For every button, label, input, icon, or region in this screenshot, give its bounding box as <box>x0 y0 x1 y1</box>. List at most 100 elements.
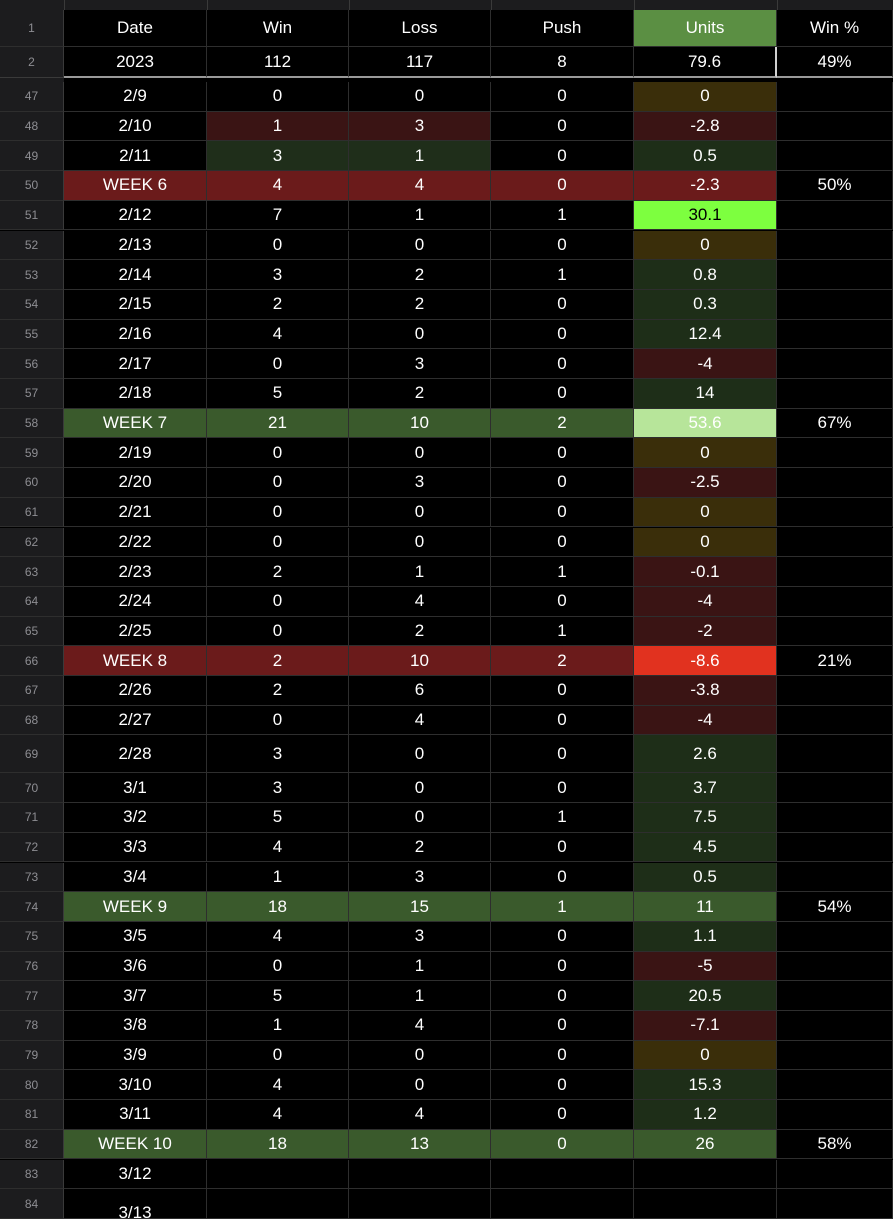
cell-win-pct[interactable] <box>777 289 893 320</box>
cell-date[interactable]: 2/16 <box>64 319 207 350</box>
header-win[interactable]: Win <box>207 10 349 47</box>
cell-loss[interactable]: 13 <box>349 1129 491 1160</box>
cell-units[interactable]: 0 <box>634 230 777 261</box>
cell-push[interactable]: 0 <box>491 289 634 320</box>
cell-win-pct[interactable] <box>777 705 893 736</box>
cell-date[interactable]: 2/20 <box>64 468 207 498</box>
cell-loss[interactable]: 6 <box>349 676 491 706</box>
cell-win[interactable]: 0 <box>207 1040 349 1071</box>
cell-units[interactable]: 0 <box>634 438 777 469</box>
cell-win[interactable]: 0 <box>207 438 349 469</box>
cell-win[interactable]: 7 <box>207 200 349 231</box>
cell-date[interactable]: 3/3 <box>64 832 207 863</box>
row-number[interactable]: 73 <box>0 862 64 893</box>
row-number[interactable]: 82 <box>0 1129 64 1160</box>
cell-push[interactable]: 0 <box>491 921 634 952</box>
row-number[interactable]: 76 <box>0 951 64 982</box>
cell-win[interactable]: 0 <box>207 527 349 558</box>
cell-loss[interactable]: 4 <box>349 171 491 201</box>
cell-win-pct[interactable]: 54% <box>777 892 893 922</box>
cell-loss[interactable]: 3 <box>349 921 491 952</box>
cell-win-pct[interactable] <box>777 1159 893 1190</box>
cell-units[interactable]: -5 <box>634 951 777 982</box>
cell-units[interactable] <box>634 1159 777 1190</box>
cell-push[interactable] <box>491 1159 634 1190</box>
cell-win-pct[interactable] <box>777 676 893 706</box>
cell-win[interactable]: 4 <box>207 1100 349 1130</box>
row-number[interactable]: 79 <box>0 1040 64 1071</box>
cell-win[interactable]: 2 <box>207 557 349 587</box>
cell-units[interactable]: 7.5 <box>634 803 777 833</box>
cell-win[interactable]: 0 <box>207 616 349 647</box>
cell-units[interactable]: -4 <box>634 349 777 379</box>
cell-win[interactable]: 1 <box>207 1011 349 1041</box>
cell-loss[interactable]: 0 <box>349 1040 491 1071</box>
cell-push[interactable]: 0 <box>491 111 634 142</box>
row-number[interactable]: 68 <box>0 705 64 736</box>
header-loss[interactable]: Loss <box>349 10 491 47</box>
row-number[interactable]: 62 <box>0 527 64 558</box>
cell-win-pct[interactable] <box>777 111 893 142</box>
row-number[interactable]: 48 <box>0 111 64 142</box>
row-number[interactable]: 58 <box>0 408 64 439</box>
cell-loss[interactable]: 1 <box>349 200 491 231</box>
cell-units[interactable] <box>634 1189 777 1219</box>
row-number[interactable]: 69 <box>0 735 64 774</box>
cell-push[interactable]: 0 <box>491 735 634 774</box>
cell-win-pct[interactable] <box>777 803 893 833</box>
cell-win-pct[interactable] <box>777 586 893 617</box>
row-number[interactable]: 51 <box>0 200 64 231</box>
cell-push[interactable]: 0 <box>491 319 634 350</box>
cell-push[interactable]: 0 <box>491 862 634 893</box>
cell-push[interactable]: 0 <box>491 981 634 1011</box>
header-date[interactable]: Date <box>64 10 207 47</box>
cell-loss[interactable]: 0 <box>349 1070 491 1101</box>
row-number[interactable]: 61 <box>0 497 64 528</box>
cell-units[interactable]: 11 <box>634 892 777 922</box>
cell-date[interactable]: 3/4 <box>64 862 207 893</box>
cell-date[interactable]: WEEK 8 <box>64 646 207 676</box>
cell-win-pct[interactable] <box>777 349 893 379</box>
row-number[interactable]: 59 <box>0 438 64 469</box>
summary-push[interactable]: 8 <box>491 47 634 78</box>
cell-push[interactable]: 0 <box>491 468 634 498</box>
cell-push[interactable]: 0 <box>491 586 634 617</box>
cell-date[interactable]: 2/17 <box>64 349 207 379</box>
cell-units[interactable]: 1.1 <box>634 921 777 952</box>
row-number[interactable]: 1 <box>0 10 64 47</box>
cell-win[interactable]: 4 <box>207 1070 349 1101</box>
cell-date[interactable]: 3/5 <box>64 921 207 952</box>
cell-win-pct[interactable] <box>777 200 893 231</box>
row-number[interactable]: 2 <box>0 47 64 78</box>
row-number[interactable]: 55 <box>0 319 64 350</box>
cell-win[interactable]: 0 <box>207 349 349 379</box>
cell-units[interactable]: 0.3 <box>634 289 777 320</box>
summary-units[interactable]: 79.6 <box>634 47 777 78</box>
row-number[interactable]: 60 <box>0 468 64 498</box>
cell-loss[interactable]: 4 <box>349 586 491 617</box>
cell-units[interactable]: 26 <box>634 1129 777 1160</box>
cell-push[interactable]: 0 <box>491 705 634 736</box>
cell-loss[interactable]: 10 <box>349 646 491 676</box>
cell-date[interactable]: 3/11 <box>64 1100 207 1130</box>
row-number[interactable]: 74 <box>0 892 64 922</box>
cell-date[interactable]: 2/25 <box>64 616 207 647</box>
row-number[interactable]: 78 <box>0 1011 64 1041</box>
cell-loss[interactable]: 0 <box>349 735 491 774</box>
cell-date[interactable]: 2/14 <box>64 260 207 290</box>
row-number[interactable]: 84 <box>0 1189 64 1219</box>
header-units[interactable]: Units <box>634 10 777 47</box>
cell-win[interactable]: 5 <box>207 981 349 1011</box>
cell-win[interactable]: 0 <box>207 468 349 498</box>
row-number[interactable]: 57 <box>0 379 64 409</box>
cell-win[interactable]: 3 <box>207 735 349 774</box>
cell-win[interactable]: 2 <box>207 646 349 676</box>
cell-push[interactable] <box>491 1189 634 1219</box>
cell-units[interactable]: 30.1 <box>634 200 777 231</box>
cell-units[interactable]: 0.5 <box>634 862 777 893</box>
cell-win[interactable]: 5 <box>207 803 349 833</box>
cell-loss[interactable] <box>349 1189 491 1219</box>
cell-win[interactable]: 0 <box>207 497 349 528</box>
cell-loss[interactable]: 2 <box>349 379 491 409</box>
summary-win[interactable]: 112 <box>207 47 349 78</box>
